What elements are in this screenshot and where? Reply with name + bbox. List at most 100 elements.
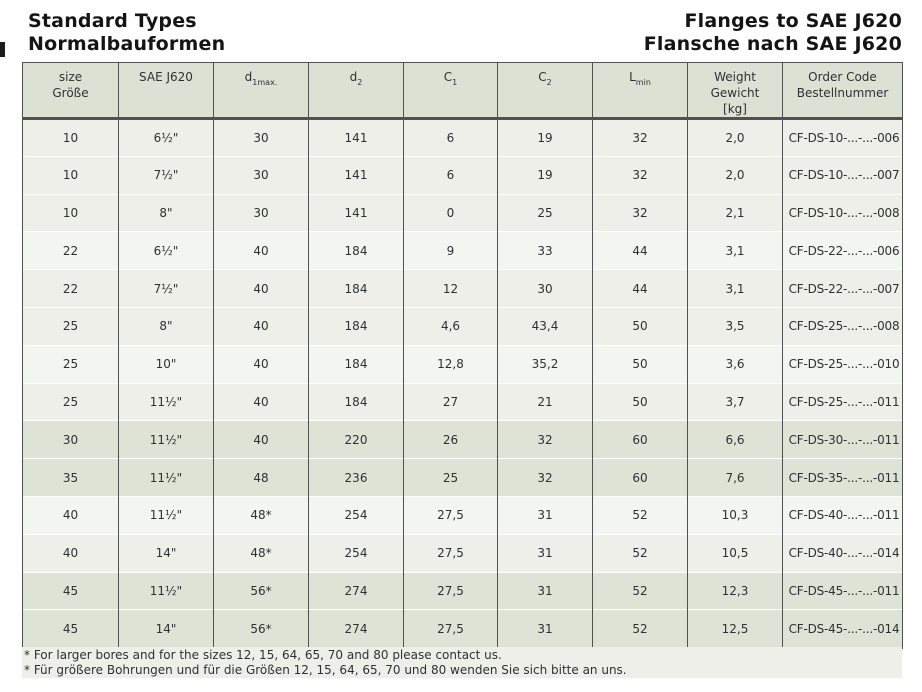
subtitle-english: Flanges to SAE J620 <box>684 10 902 32</box>
cell-size: 25 <box>22 382 119 421</box>
footnote-english: * For larger bores and for the sizes 12,… <box>24 648 502 662</box>
cell-c2: 19 <box>497 155 593 195</box>
column-header-weight: Weight Gewicht [kg] <box>687 62 783 120</box>
cell-c1: 27,5 <box>403 571 498 610</box>
cell-d2: 141 <box>308 118 404 157</box>
cell-order: CF-DS-22-...-...-006 <box>782 231 903 270</box>
cell-weight: 10,3 <box>687 495 783 535</box>
cell-d1: 56* <box>213 609 309 649</box>
cell-lmin: 52 <box>592 609 688 649</box>
cell-size: 22 <box>22 231 119 270</box>
cell-order: CF-DS-10-...-...-008 <box>782 193 903 232</box>
cell-c1: 6 <box>403 155 498 195</box>
cell-c1: 4,6 <box>403 306 498 346</box>
table-row: 10 8" 30 141 0 25 32 2,1 CF-DS-10-...-...-008 <box>22 193 903 232</box>
cell-order: CF-DS-30-...-...-011 <box>782 420 903 459</box>
cell-size: 22 <box>22 269 119 308</box>
table-row: 22 7½" 40 184 12 30 44 3,1 CF-DS-22-...-...-007 <box>22 269 903 308</box>
cell-d1: 40 <box>213 231 309 270</box>
cell-lmin: 32 <box>592 118 688 157</box>
cell-sae: 6½" <box>118 231 214 270</box>
cell-c1: 26 <box>403 420 498 459</box>
cell-c2: 32 <box>497 420 593 459</box>
cell-order: CF-DS-45-...-...-011 <box>782 571 903 610</box>
column-header-sae-j620: SAE J620 <box>118 62 214 120</box>
cell-size: 25 <box>22 344 119 384</box>
cell-weight: 12,3 <box>687 571 783 610</box>
table-row: 25 8" 40 184 4,6 43,4 50 3,5 CF-DS-25-...-...-00… <box>22 306 903 346</box>
table-row: 10 6½" 30 141 6 19 32 2,0 CF-DS-10-...-...-006 <box>22 118 903 157</box>
cell-d1: 48 <box>213 458 309 497</box>
subtitle-german: Flansche nach SAE J620 <box>643 33 902 55</box>
cell-weight: 3,1 <box>687 231 783 270</box>
table-row: 10 7½" 30 141 6 19 32 2,0 CF-DS-10-...-...-007 <box>22 155 903 195</box>
table-body: 10 6½" 30 141 6 19 32 2,0 CF-DS-10-...-...-006 10… <box>22 118 903 649</box>
table-row: 45 14" 56* 274 27,5 31 52 12,5 CF-DS-45-...-...-… <box>22 609 903 649</box>
cell-weight: 2,0 <box>687 118 783 157</box>
cell-size: 45 <box>22 609 119 649</box>
table-row: 22 6½" 40 184 9 33 44 3,1 CF-DS-22-...-...-006 <box>22 231 903 270</box>
cell-order: CF-DS-25-...-...-008 <box>782 306 903 346</box>
cell-d1: 56* <box>213 571 309 610</box>
cell-c1: 25 <box>403 458 498 497</box>
cell-c1: 12,8 <box>403 344 498 384</box>
cell-order: CF-DS-25-...-...-011 <box>782 382 903 421</box>
cell-lmin: 60 <box>592 458 688 497</box>
page-title-right: Flanges to SAE J620 Flansche nach SAE J6… <box>644 10 902 56</box>
cell-c2: 31 <box>497 533 593 573</box>
cell-lmin: 50 <box>592 306 688 346</box>
column-header-d1max: d1max. <box>213 62 309 120</box>
cell-lmin: 52 <box>592 533 688 573</box>
cell-d2: 274 <box>308 609 404 649</box>
cell-sae: 11½" <box>118 571 214 610</box>
cell-d1: 40 <box>213 269 309 308</box>
cell-c2: 43,4 <box>497 306 593 346</box>
cell-sae: 11½" <box>118 420 214 459</box>
cell-lmin: 32 <box>592 155 688 195</box>
table-row: 35 11½" 48 236 25 32 60 7,6 CF-DS-35-...-...-011 <box>22 458 903 497</box>
cell-c2: 21 <box>497 382 593 421</box>
cell-d2: 184 <box>308 231 404 270</box>
cell-order: CF-DS-40-...-...-011 <box>782 495 903 535</box>
cell-c2: 32 <box>497 458 593 497</box>
cell-d2: 141 <box>308 193 404 232</box>
cell-size: 10 <box>22 155 119 195</box>
cell-d2: 184 <box>308 269 404 308</box>
cell-c2: 25 <box>497 193 593 232</box>
cell-order: CF-DS-35-...-...-011 <box>782 458 903 497</box>
table-row: 30 11½" 40 220 26 32 60 6,6 CF-DS-30-...-...-011 <box>22 420 903 459</box>
column-header-c2: C2 <box>497 62 593 120</box>
cell-c2: 19 <box>497 118 593 157</box>
cell-order: CF-DS-22-...-...-007 <box>782 269 903 308</box>
cell-d2: 184 <box>308 344 404 384</box>
cell-sae: 8" <box>118 193 214 232</box>
cell-sae: 10" <box>118 344 214 384</box>
cell-weight: 7,6 <box>687 458 783 497</box>
cell-sae: 11½" <box>118 495 214 535</box>
cell-weight: 10,5 <box>687 533 783 573</box>
cell-weight: 2,0 <box>687 155 783 195</box>
cell-d1: 48* <box>213 495 309 535</box>
cell-order: CF-DS-45-...-...-014 <box>782 609 903 649</box>
cell-c1: 27,5 <box>403 609 498 649</box>
table-row: 40 14" 48* 254 27,5 31 52 10,5 CF-DS-40-...-...-… <box>22 533 903 573</box>
title-english: Standard Types <box>28 10 197 32</box>
cell-lmin: 44 <box>592 231 688 270</box>
header-row: size Größe SAE J620 d1max. d2 C1 C2 <box>22 62 903 120</box>
cell-d2: 236 <box>308 458 404 497</box>
cell-c2: 31 <box>497 609 593 649</box>
cell-c1: 27 <box>403 382 498 421</box>
cell-d1: 40 <box>213 344 309 384</box>
cell-weight: 3,6 <box>687 344 783 384</box>
footnotes: * For larger bores and for the sizes 12,… <box>22 647 902 678</box>
column-header-d2: d2 <box>308 62 404 120</box>
cell-lmin: 50 <box>592 344 688 384</box>
cell-d2: 254 <box>308 533 404 573</box>
cell-weight: 12,5 <box>687 609 783 649</box>
cell-order: CF-DS-10-...-...-007 <box>782 155 903 195</box>
cell-d1: 30 <box>213 193 309 232</box>
cell-d2: 274 <box>308 571 404 610</box>
column-header-c1: C1 <box>403 62 498 120</box>
cell-d1: 40 <box>213 306 309 346</box>
